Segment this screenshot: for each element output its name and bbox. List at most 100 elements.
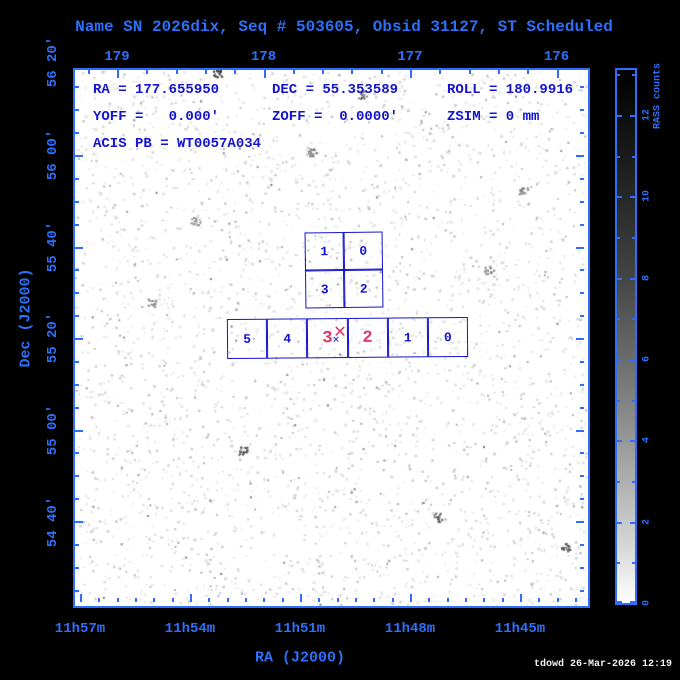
pointing-info-text: ACIS PB = WT0057A034 (93, 136, 262, 152)
axis-tick (153, 598, 156, 602)
axis-tick (464, 598, 467, 602)
colorbar-tick (617, 114, 622, 117)
axis-tick (75, 246, 83, 249)
colorbar-tick-label: 6 (641, 355, 653, 362)
axis-tick (117, 70, 119, 78)
axis-tick (580, 360, 584, 363)
top-axis-tick-label: 179 (104, 49, 130, 65)
axis-tick (75, 177, 79, 180)
axis-tick (208, 598, 211, 602)
acis-s-chip-0: 0 (427, 316, 469, 358)
colorbar-tick (617, 399, 620, 402)
acis-s-chip-2: 2 (347, 317, 388, 358)
left-axis-tick-label: 54 40' (45, 496, 61, 548)
pointing-info-text: RA = 177.655950 (93, 82, 220, 98)
axis-tick (580, 177, 584, 180)
axis-tick (75, 155, 83, 157)
axis-tick (75, 566, 79, 569)
bottom-axis-tick-label: 11h48m (384, 621, 436, 637)
top-axis-tick-label: 178 (250, 49, 277, 65)
axis-tick (380, 70, 383, 74)
colorbar-tick (632, 480, 635, 483)
axis-tick (580, 132, 584, 135)
colorbar-tick-label: 0 (641, 599, 653, 607)
axis-tick (519, 594, 522, 602)
axis-tick (446, 598, 449, 602)
axis-tick (483, 598, 486, 602)
colorbar-tick (632, 155, 635, 158)
colorbar-tick-label: 4 (641, 437, 653, 444)
axis-tick (580, 543, 584, 546)
bottom-axis-tick-label: 11h57m (54, 621, 106, 637)
acis-s-chip-1: 1 (387, 317, 429, 358)
acis-s-chip-5: 5 (226, 318, 268, 360)
axis-tick (75, 452, 79, 455)
pointing-info-text: ZSIM = 0 mm (447, 109, 540, 125)
axis-tick (580, 109, 584, 112)
colorbar-tick (632, 399, 635, 402)
axis-tick (574, 598, 577, 602)
colorbar-tick (617, 601, 622, 603)
axis-tick (98, 598, 101, 602)
axis-tick (556, 70, 559, 78)
axis-tick (87, 70, 90, 74)
colorbar-tick-label: 2 (641, 518, 653, 525)
colorbar-tick (632, 562, 635, 565)
colorbar-tick (630, 114, 635, 117)
colorbar-tick (617, 480, 620, 483)
colorbar-tick (632, 236, 635, 239)
axis-tick (263, 598, 266, 602)
sky-plot-area: RA = 177.655950 DEC = 55.353589 ROLL = 180… (73, 68, 590, 608)
acis-i-chip-0: 0 (343, 231, 383, 270)
axis-tick (263, 70, 266, 78)
pointing-info-text: ZOFF = 0.0000' (272, 109, 399, 125)
axis-tick (576, 246, 584, 249)
colorbar-tick (630, 440, 635, 443)
axis-tick (292, 70, 295, 74)
axis-tick (171, 598, 174, 602)
colorbar (615, 68, 637, 605)
colorbar-tick (617, 236, 620, 239)
pointing-info-text: YOFF = 0.000' (93, 109, 220, 125)
colorbar-tick (630, 601, 635, 603)
axis-tick (410, 70, 412, 78)
colorbar-tick (617, 155, 620, 158)
axis-tick (75, 429, 83, 432)
axis-tick (244, 598, 247, 602)
axis-tick (580, 86, 584, 89)
axis-tick (580, 315, 584, 318)
axis-tick (75, 360, 79, 363)
axis-tick (580, 406, 584, 409)
axis-tick (75, 521, 83, 523)
axis-tick (580, 452, 584, 455)
axis-tick (75, 338, 83, 340)
colorbar-tick (632, 318, 635, 321)
pointing-info-text: DEC = 55.353589 (272, 82, 399, 98)
axis-tick (75, 498, 79, 501)
axis-tick (501, 598, 504, 602)
axis-tick (580, 498, 584, 501)
axis-tick (336, 598, 339, 602)
colorbar-tick (632, 74, 635, 77)
axis-tick (373, 598, 376, 602)
axis-tick (134, 598, 137, 602)
axis-tick (428, 598, 431, 602)
axis-tick (538, 598, 541, 602)
axis-tick (318, 598, 321, 602)
axis-tick (75, 589, 79, 592)
axis-tick (322, 70, 325, 74)
credit-timestamp: tdowd 26-Mar-2026 12:19 (533, 659, 672, 670)
axis-tick (75, 383, 79, 386)
acis-i-chip-2: 2 (344, 269, 384, 308)
target-marker: ✕ (332, 334, 340, 347)
colorbar-tick (630, 196, 635, 199)
colorbar-tick (617, 562, 620, 565)
colorbar-tick-label: 12 (641, 108, 653, 121)
colorbar-gradient (617, 70, 635, 603)
axis-tick (580, 269, 584, 272)
acis-s-chip-4: 4 (266, 318, 308, 359)
colorbar-tick (617, 196, 622, 199)
